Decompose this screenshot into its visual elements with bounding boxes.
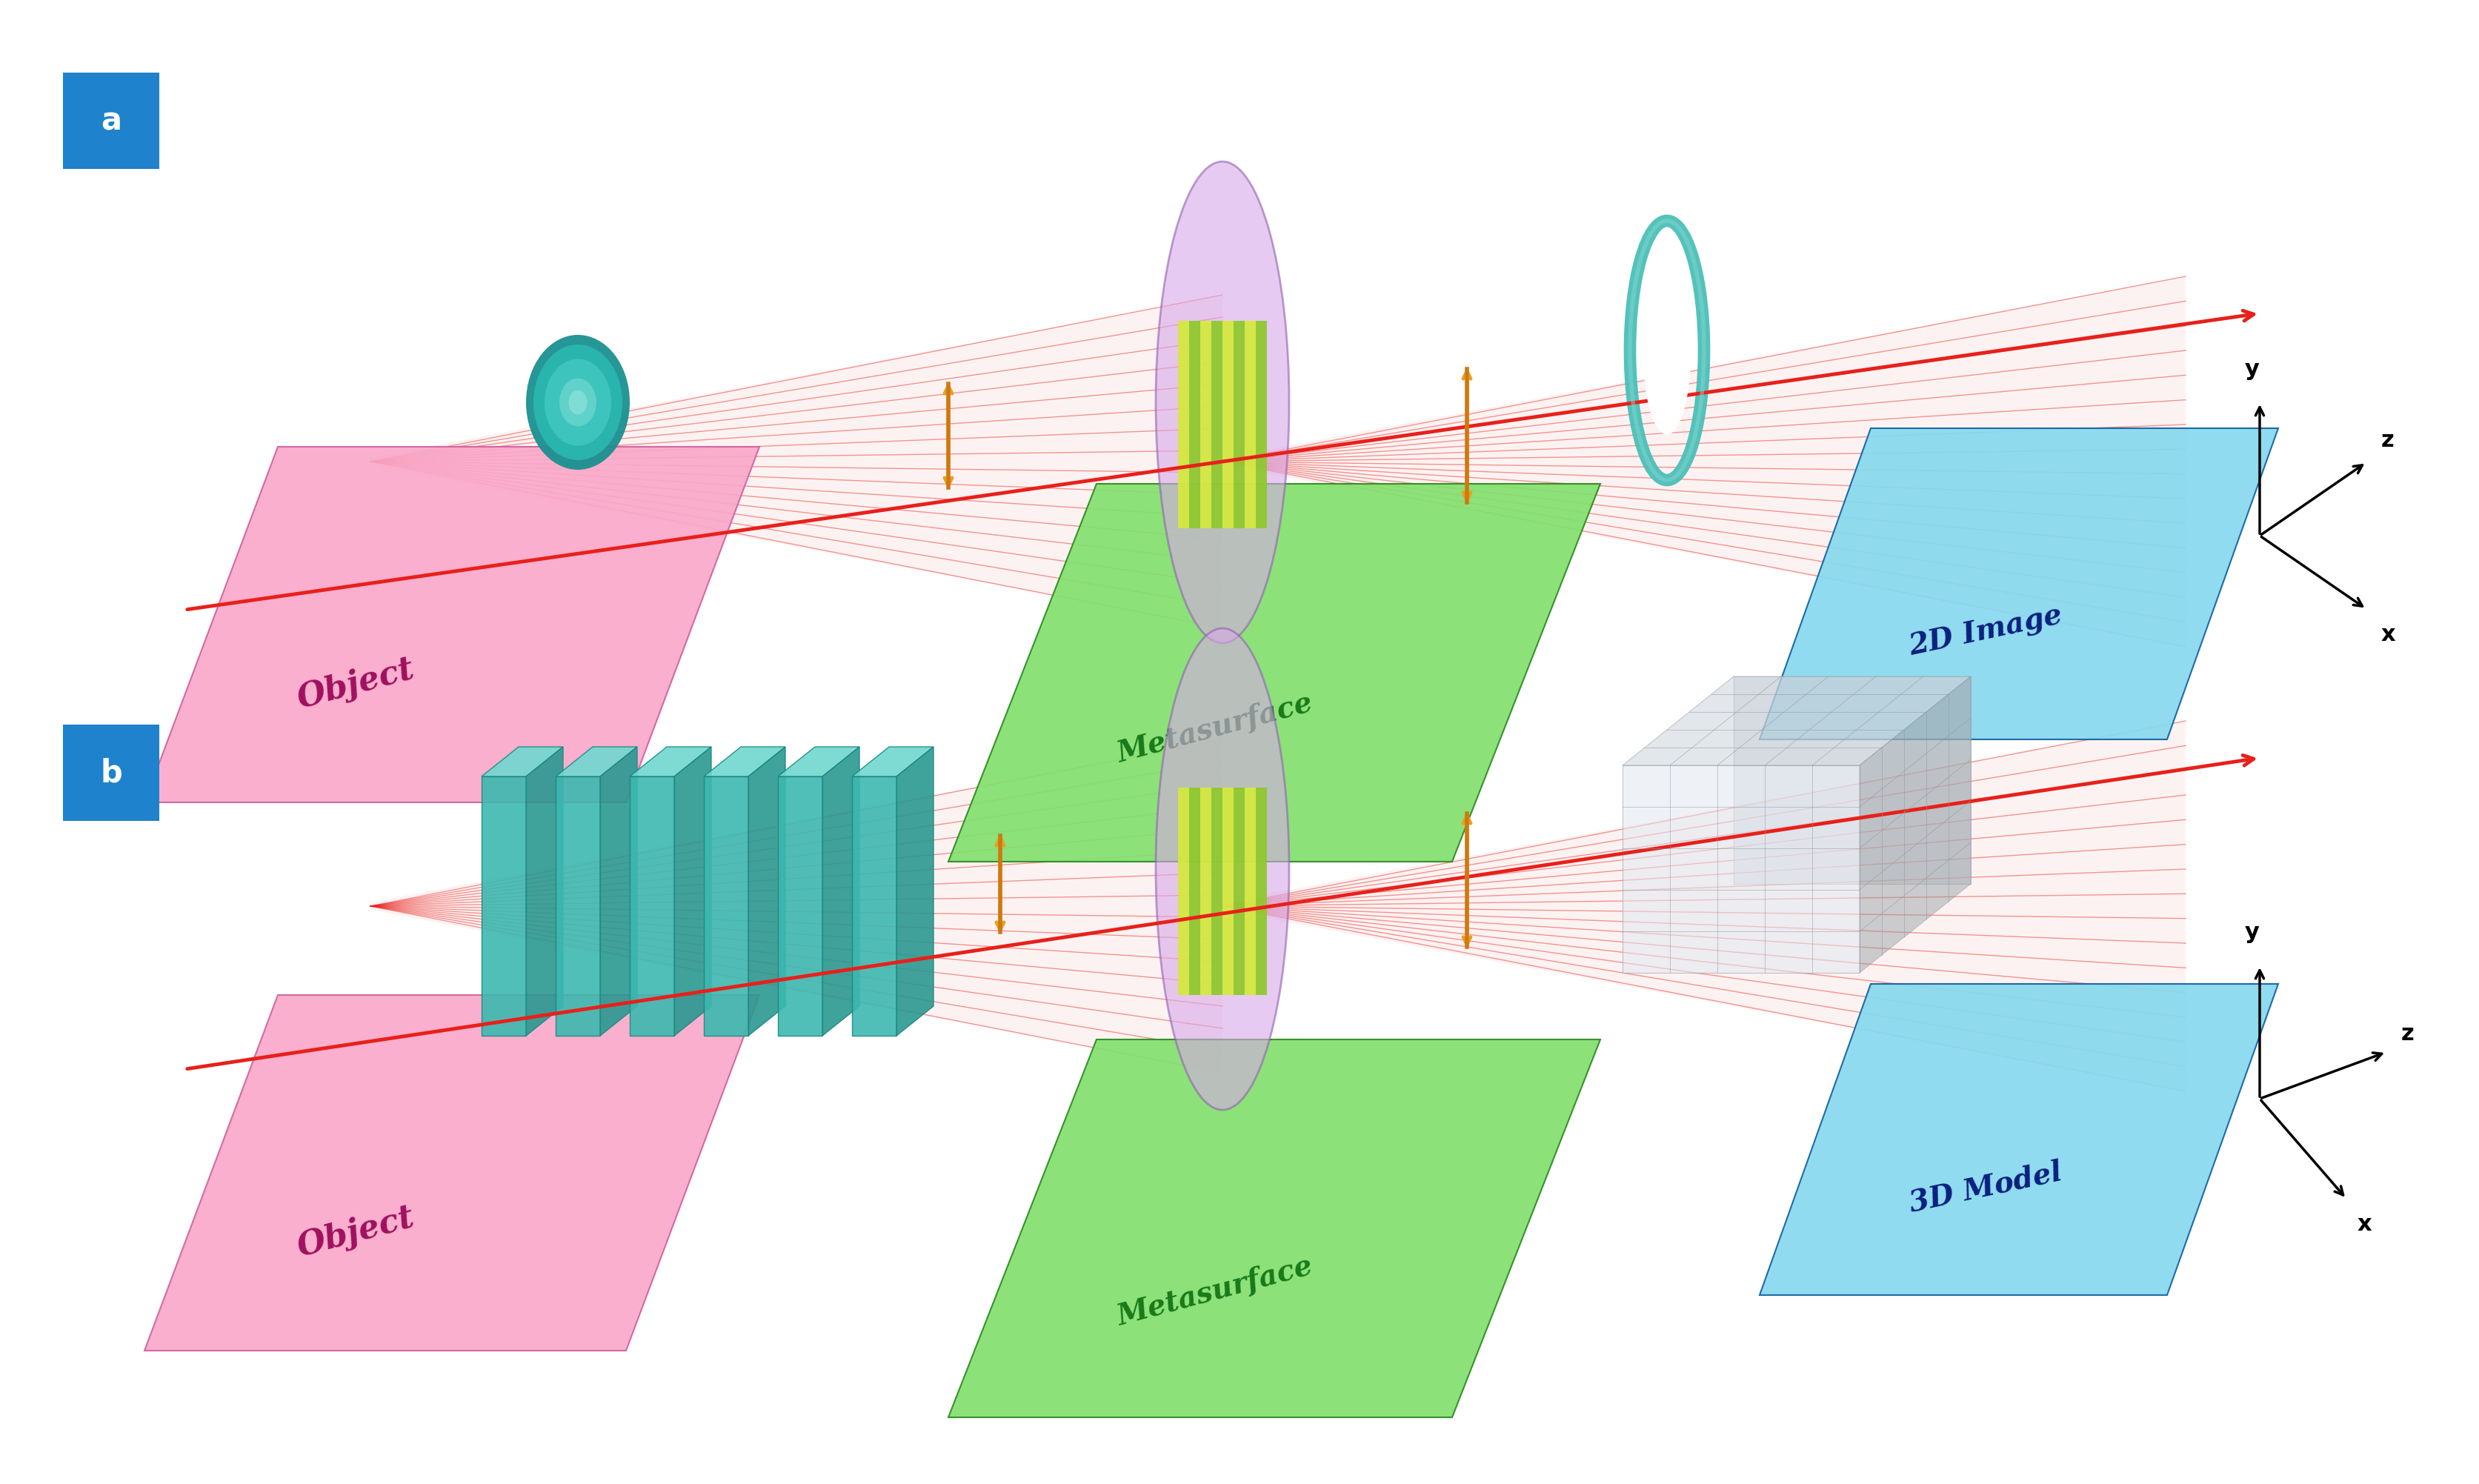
Polygon shape bbox=[778, 776, 823, 1036]
Polygon shape bbox=[369, 739, 1222, 1073]
Polygon shape bbox=[1235, 321, 1244, 528]
Polygon shape bbox=[1222, 321, 1235, 528]
Polygon shape bbox=[749, 746, 786, 1036]
Polygon shape bbox=[1624, 766, 1859, 974]
Text: x: x bbox=[2382, 623, 2395, 646]
Polygon shape bbox=[853, 746, 935, 776]
Polygon shape bbox=[949, 484, 1601, 862]
Polygon shape bbox=[823, 746, 860, 1036]
Polygon shape bbox=[630, 776, 674, 1036]
Polygon shape bbox=[1222, 788, 1235, 994]
Polygon shape bbox=[1222, 721, 2186, 1091]
Polygon shape bbox=[555, 776, 600, 1036]
Polygon shape bbox=[144, 447, 759, 803]
Polygon shape bbox=[1257, 321, 1267, 528]
Polygon shape bbox=[1733, 677, 1971, 884]
Polygon shape bbox=[555, 746, 637, 776]
Polygon shape bbox=[1178, 788, 1190, 994]
Text: Object: Object bbox=[293, 1201, 419, 1263]
Polygon shape bbox=[674, 746, 711, 1036]
FancyBboxPatch shape bbox=[62, 724, 159, 821]
Text: 3D Model: 3D Model bbox=[1906, 1158, 2065, 1217]
Polygon shape bbox=[1760, 429, 2278, 739]
Text: y: y bbox=[2246, 359, 2261, 380]
Polygon shape bbox=[897, 746, 935, 1036]
Polygon shape bbox=[704, 776, 749, 1036]
Polygon shape bbox=[1624, 677, 1971, 766]
Polygon shape bbox=[949, 1039, 1601, 1417]
Text: Object: Object bbox=[293, 653, 419, 715]
Ellipse shape bbox=[526, 335, 630, 470]
Polygon shape bbox=[526, 746, 563, 1036]
Polygon shape bbox=[1257, 788, 1267, 994]
Polygon shape bbox=[1178, 321, 1190, 528]
Text: Metasurface: Metasurface bbox=[1113, 689, 1316, 767]
Text: 2D Image: 2D Image bbox=[1906, 603, 2065, 662]
Polygon shape bbox=[778, 746, 860, 776]
Ellipse shape bbox=[545, 359, 612, 445]
Ellipse shape bbox=[533, 344, 622, 460]
Polygon shape bbox=[1760, 984, 2278, 1296]
Polygon shape bbox=[1212, 321, 1222, 528]
Polygon shape bbox=[1200, 788, 1212, 994]
Ellipse shape bbox=[1155, 628, 1289, 1110]
Polygon shape bbox=[630, 746, 711, 776]
Ellipse shape bbox=[568, 390, 588, 414]
Polygon shape bbox=[704, 746, 786, 776]
Ellipse shape bbox=[1155, 162, 1289, 643]
Ellipse shape bbox=[560, 378, 597, 426]
FancyBboxPatch shape bbox=[62, 73, 159, 169]
Text: x: x bbox=[2358, 1214, 2372, 1235]
Text: z: z bbox=[2402, 1022, 2415, 1045]
Polygon shape bbox=[369, 295, 1222, 628]
Polygon shape bbox=[1212, 788, 1222, 994]
Polygon shape bbox=[481, 746, 563, 776]
Polygon shape bbox=[1859, 677, 1971, 974]
Ellipse shape bbox=[1644, 266, 1691, 435]
Polygon shape bbox=[1244, 788, 1257, 994]
Polygon shape bbox=[1190, 788, 1200, 994]
Polygon shape bbox=[1222, 276, 2186, 647]
Polygon shape bbox=[600, 746, 637, 1036]
Polygon shape bbox=[481, 776, 526, 1036]
Polygon shape bbox=[1235, 788, 1244, 994]
Polygon shape bbox=[1200, 321, 1212, 528]
Polygon shape bbox=[853, 776, 897, 1036]
Polygon shape bbox=[1244, 321, 1257, 528]
Text: a: a bbox=[102, 105, 121, 137]
Text: y: y bbox=[2246, 922, 2261, 944]
Text: b: b bbox=[99, 757, 121, 788]
Polygon shape bbox=[1190, 321, 1200, 528]
Text: Metasurface: Metasurface bbox=[1113, 1251, 1316, 1331]
Text: z: z bbox=[2382, 430, 2395, 451]
Polygon shape bbox=[144, 994, 759, 1350]
